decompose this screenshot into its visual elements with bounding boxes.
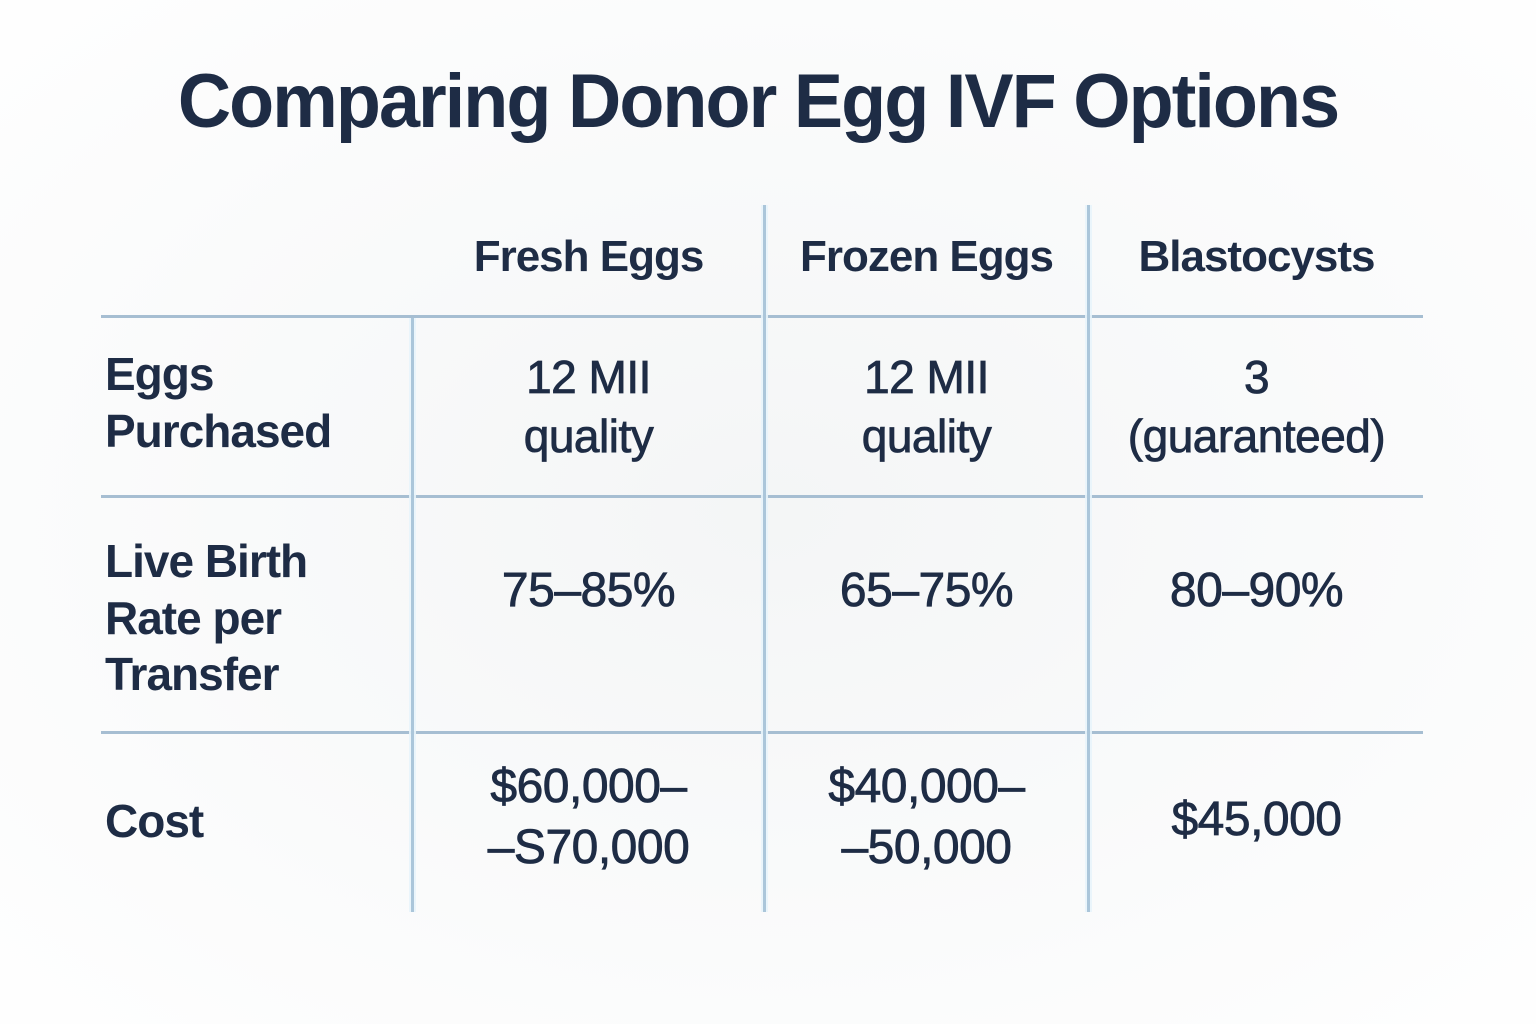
column-divider-frozen-blastocysts — [1087, 205, 1090, 912]
divider-below-birthrate-row — [101, 731, 1423, 734]
page-title: Comparing Donor Egg IVF Options — [177, 59, 1340, 144]
column-divider-fresh-frozen — [763, 205, 766, 912]
column-header-blastocysts: Blastocysts — [1138, 232, 1375, 281]
cell-cost-blastocysts: $45,000 — [1171, 793, 1342, 847]
row-label-cost: Cost — [105, 795, 204, 847]
row-label-live-birth-rate: Live Birth Rate per Transfer — [105, 535, 308, 701]
column-divider-labels-fresh — [411, 318, 414, 912]
cell-eggs-purchased-fresh: 12 MII quality — [523, 351, 654, 463]
cell-birth-rate-blastocysts: 80–90% — [1169, 564, 1344, 618]
cell-eggs-purchased-frozen: 12 MII quality — [861, 351, 992, 463]
divider-below-header — [101, 315, 1423, 318]
column-header-frozen-eggs: Frozen Eggs — [799, 232, 1054, 281]
column-header-fresh-eggs: Fresh Eggs — [473, 232, 705, 281]
cell-birth-rate-fresh: 75–85% — [501, 564, 676, 618]
divider-below-eggs-row — [101, 495, 1423, 498]
cell-eggs-purchased-blastocysts: 3 (guaranteed) — [1127, 351, 1386, 463]
cell-cost-frozen: $40,000– –50,000 — [828, 760, 1026, 875]
cell-cost-fresh: $60,000– –S70,000 — [487, 760, 690, 875]
row-label-eggs-purchased: Eggs Purchased — [105, 348, 332, 457]
cell-birth-rate-frozen: 65–75% — [839, 564, 1014, 618]
